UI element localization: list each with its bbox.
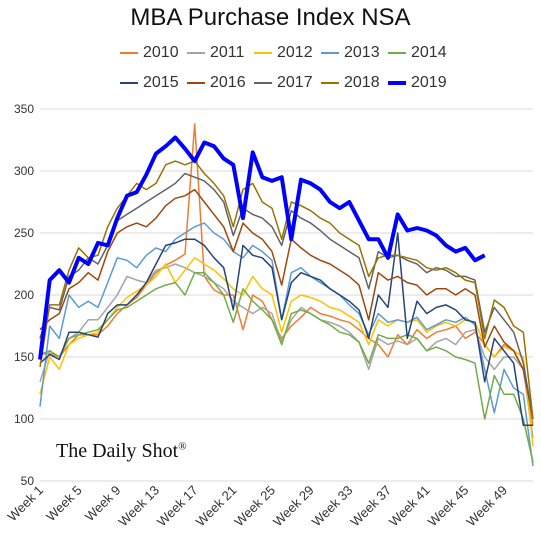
x-tick-label: Week 29 bbox=[270, 483, 317, 530]
series-2012 bbox=[39, 257, 534, 447]
series-2015 bbox=[39, 232, 534, 426]
legend-item-2014: 2014 bbox=[388, 44, 447, 62]
series-line-2015 bbox=[39, 232, 533, 426]
series-2011 bbox=[39, 263, 534, 438]
watermark-logo: The Daily Shot® bbox=[56, 440, 187, 463]
series-2016 bbox=[39, 188, 534, 420]
y-tick-label: 350 bbox=[14, 102, 34, 116]
legend-swatch bbox=[254, 82, 272, 84]
y-tick-label: 300 bbox=[14, 164, 34, 178]
y-tick-label: 250 bbox=[14, 226, 34, 240]
legend-swatch bbox=[388, 52, 406, 54]
legend-item-2012: 2012 bbox=[254, 44, 313, 62]
x-tick-label: Week 17 bbox=[154, 483, 201, 530]
x-tick-label: Week 49 bbox=[463, 483, 510, 530]
watermark-text: The Daily Shot bbox=[56, 440, 179, 462]
legend-swatch bbox=[120, 82, 138, 84]
legend-swatch bbox=[321, 52, 339, 54]
legend-label: 2010 bbox=[143, 44, 179, 61]
legend-label: 2013 bbox=[344, 44, 380, 61]
series-line-2013 bbox=[39, 222, 534, 467]
series-2019 bbox=[38, 135, 486, 360]
legend-item-2016: 2016 bbox=[187, 74, 246, 92]
legend-item-2013: 2013 bbox=[321, 44, 380, 62]
legend-label: 2018 bbox=[344, 74, 380, 91]
series-line-2014 bbox=[39, 271, 534, 463]
series-line-2012 bbox=[39, 257, 534, 447]
legend-swatch bbox=[254, 52, 272, 54]
x-tick-label: Week 37 bbox=[347, 483, 394, 530]
y-tick-label: 100 bbox=[14, 412, 34, 426]
legend-item-2011: 2011 bbox=[187, 44, 244, 62]
legend-item-2017: 2017 bbox=[254, 74, 313, 92]
x-tick-label: Week 25 bbox=[231, 483, 278, 530]
x-tick-label: Week 13 bbox=[115, 483, 162, 530]
series-line-2017 bbox=[39, 172, 534, 420]
legend-item-2018: 2018 bbox=[321, 74, 380, 92]
y-tick-label: 50 bbox=[21, 474, 35, 488]
x-tick-label: Week 21 bbox=[193, 483, 240, 530]
legend-swatch bbox=[388, 81, 406, 85]
legend-label: 2012 bbox=[277, 44, 313, 61]
legend-swatch bbox=[187, 52, 205, 54]
series-line-2011 bbox=[39, 263, 534, 438]
legend-label: 2011 bbox=[210, 44, 245, 61]
legend-swatch bbox=[120, 52, 138, 54]
x-tick-label: Week 1 bbox=[5, 483, 47, 525]
legend-item-2019: 2019 bbox=[388, 74, 447, 92]
legend-item-2010: 2010 bbox=[120, 44, 179, 62]
x-tick-label: Week 45 bbox=[425, 483, 472, 530]
series-lines bbox=[38, 123, 534, 467]
legend-label: 2014 bbox=[411, 44, 447, 61]
legend-item-2015: 2015 bbox=[120, 74, 179, 92]
legend-label: 2017 bbox=[277, 74, 313, 91]
y-tick-label: 200 bbox=[14, 288, 34, 302]
legend-label: 2019 bbox=[411, 74, 447, 91]
y-tick-label: 150 bbox=[14, 350, 34, 364]
x-tick-label: Week 41 bbox=[386, 483, 433, 530]
series-line-2016 bbox=[39, 188, 534, 420]
registered-mark: ® bbox=[178, 440, 187, 453]
x-tick-label: Week 33 bbox=[309, 483, 356, 530]
legend-label: 2016 bbox=[210, 74, 246, 91]
legend-swatch bbox=[321, 82, 339, 84]
legend-swatch bbox=[187, 82, 205, 84]
legend-label: 2015 bbox=[143, 74, 179, 91]
x-tick-label: Week 5 bbox=[43, 483, 85, 525]
chart-title: MBA Purchase Index NSA bbox=[130, 4, 411, 31]
